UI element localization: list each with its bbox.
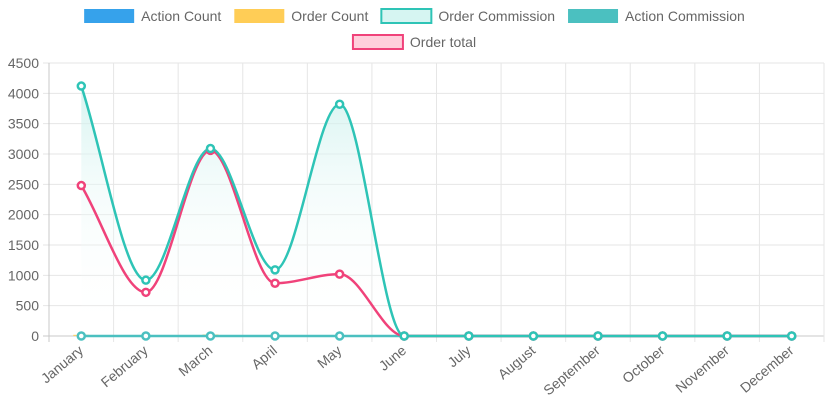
- legend-swatch: [84, 9, 135, 23]
- x-tick-label: September: [540, 342, 603, 398]
- legend-item: Order Commission: [380, 8, 555, 24]
- data-point: [141, 331, 151, 341]
- series-line: [80, 85, 792, 338]
- x-tick-label: June: [376, 342, 410, 374]
- data-point: [786, 331, 797, 341]
- x-tick-label: December: [737, 342, 797, 396]
- data-point: [141, 287, 151, 298]
- y-tick-label: 1500: [8, 237, 39, 253]
- y-tick-label: 4000: [8, 85, 39, 101]
- data-point: [657, 331, 668, 341]
- data-point: [593, 331, 603, 341]
- x-tick-label: May: [314, 342, 345, 371]
- y-tick-label: 0: [31, 328, 39, 344]
- series-area: [81, 86, 792, 336]
- legend-item: Action Count: [84, 8, 221, 24]
- y-tick-label: 3000: [8, 146, 39, 162]
- y-axis: 0 500 1000 1500 2000 2500 3000 3500 4000 4500: [8, 55, 39, 344]
- data-point: [270, 278, 280, 288]
- legend-label: Order Count: [291, 8, 368, 24]
- x-tick-label: March: [175, 342, 215, 379]
- data-point: [270, 331, 280, 341]
- legend-swatch: [380, 8, 433, 24]
- data-point: [528, 331, 539, 341]
- y-tick-label: 4500: [8, 55, 39, 71]
- legend-label: Order Commission: [438, 8, 555, 24]
- data-point: [205, 331, 216, 341]
- data-point: [722, 331, 732, 341]
- y-tick-label: 1000: [8, 267, 39, 283]
- x-tick-label: July: [444, 342, 473, 370]
- x-tick-label: February: [98, 342, 151, 390]
- data-point: [76, 180, 87, 191]
- data-point: [76, 81, 87, 91]
- data-point: [334, 331, 345, 341]
- legend-swatch: [234, 9, 285, 23]
- legend-label: Action Commission: [625, 8, 745, 24]
- data-point: [334, 269, 345, 279]
- y-tick-label: 3500: [8, 116, 39, 132]
- data-point: [399, 331, 409, 341]
- data-point: [205, 143, 216, 154]
- x-axis: January February March April May June July Augu…: [38, 342, 797, 398]
- y-tick-label: 2500: [8, 176, 39, 192]
- x-tick-label: January: [38, 342, 86, 386]
- data-point: [141, 275, 151, 285]
- legend-label: Order total: [410, 34, 476, 50]
- data-point: [334, 99, 345, 110]
- x-tick-label: November: [672, 342, 732, 396]
- areas: [81, 86, 792, 336]
- legend-item: Order total: [351, 34, 476, 50]
- y-tick-label: 500: [16, 298, 40, 314]
- legend: Action Count Order Count Order Commission A…: [84, 8, 745, 50]
- legend-label: Action Count: [141, 8, 221, 24]
- legend-item: Action Commission: [568, 8, 745, 24]
- x-tick-label: August: [495, 342, 539, 382]
- y-tick-label: 2000: [8, 207, 39, 223]
- points: [76, 81, 797, 341]
- x-tick-label: October: [619, 342, 668, 386]
- legend-swatch: [568, 9, 619, 23]
- data-point: [464, 331, 474, 341]
- x-tick-label: April: [248, 342, 280, 372]
- legend-item: Order Count: [234, 8, 368, 24]
- data-point: [76, 331, 87, 341]
- legend-swatch: [351, 34, 404, 50]
- data-point: [270, 265, 280, 275]
